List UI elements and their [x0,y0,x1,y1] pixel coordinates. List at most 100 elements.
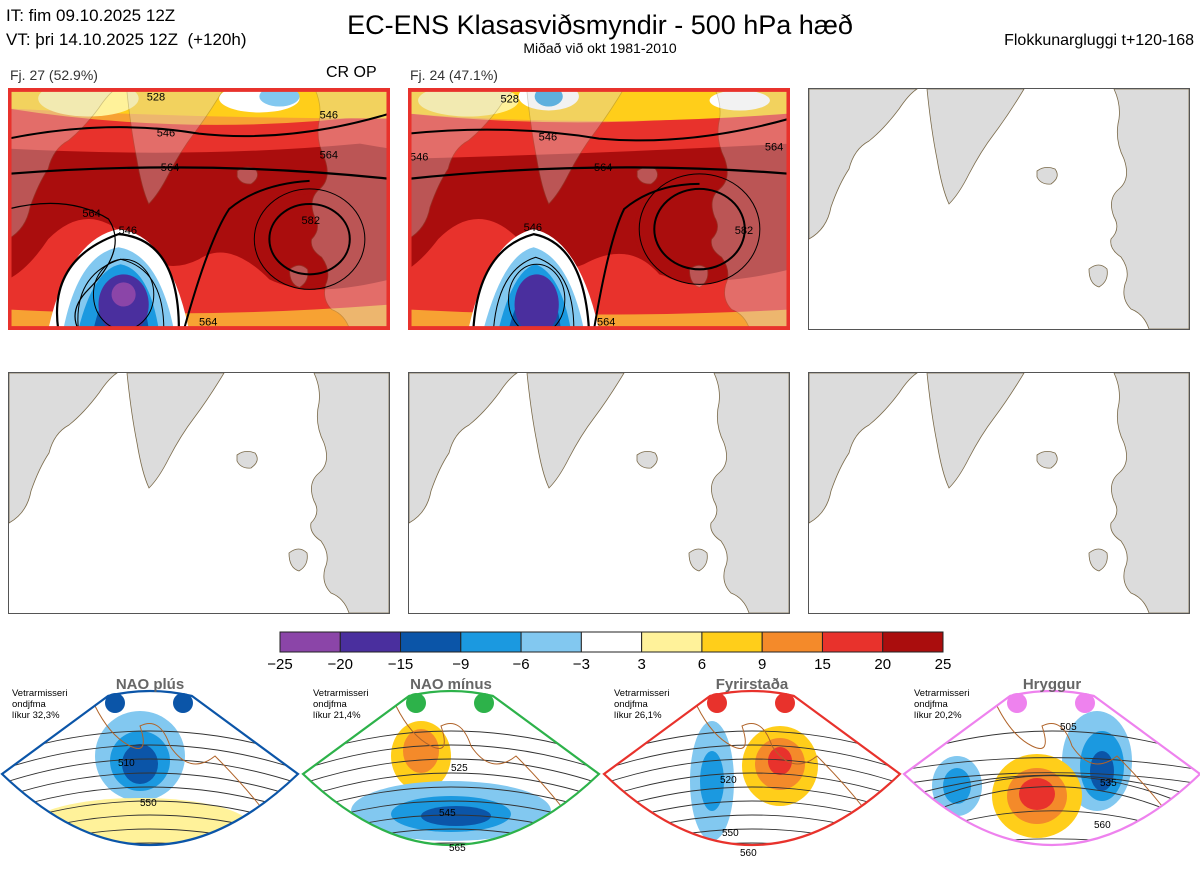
page-title: EC-ENS Klasasviðsmyndir - 500 hPa hæð [347,10,853,40]
colorbar-cell [821,631,884,653]
contour-label: 546 [157,128,175,140]
regime-description-line: Vetrarmisseri [614,688,670,699]
colorbar-cell [580,631,643,653]
contour-label: 564 [161,162,179,174]
regime-description: Vetrarmisseri ondjfma líkur 26,1% [614,688,694,721]
regime-description-line: ondjfma [914,699,948,710]
contour-label: 564 [82,208,100,220]
regime-description-line: ondjfma [313,699,347,710]
cluster-1-label: Fj. 27 (52.9%) [10,67,98,83]
colorbar-tick-label: 15 [814,656,831,673]
empty-panel-3 [808,88,1190,330]
regime-description-line: Vetrarmisseri [313,688,369,699]
contour-label: 546 [119,225,137,237]
regime-marker-dot [1007,693,1027,713]
contour-label: 582 [735,225,753,237]
regime-name: Hryggur [1022,676,1082,693]
regime-marker-dot [775,693,795,713]
regime-contour-label: 535 [1100,778,1117,789]
regime-marker-dot [707,693,727,713]
regime-contour-label: 565 [449,843,466,854]
clustering-window: Flokkunargluggi t+120-168 [1004,32,1194,49]
colorbar-tick-label: −3 [572,656,590,673]
colorbar-cell [460,631,522,653]
regime-name: NAO mínus [410,676,492,693]
contour-label: 546 [524,222,542,234]
cluster-2-label: Fj. 24 (47.1%) [410,67,498,83]
contour-label: 564 [594,162,612,174]
colorbar-tick-label: −20 [327,656,353,673]
colorbar-cell [882,631,944,653]
regime-map[interactable]: 510 550 [0,686,300,871]
init-time: IT: fim 09.10.2025 12Z [6,6,176,25]
cluster-2-map[interactable]: 528 546 546 564 564 546 582 564 [407,82,791,336]
colorbar-tick-label: −25 [267,656,293,673]
empty-panel-6 [808,372,1190,614]
regime-description-line: líkur 21,4% [313,710,361,721]
colorbar-tick-label: 6 [697,656,707,673]
regime-contour-label: 505 [1060,722,1077,733]
regime-contour-label: 550 [140,798,157,809]
regime-contour-label: 510 [118,758,135,769]
contour-label: 564 [765,142,783,154]
colorbar-cell [339,631,402,653]
regime-map[interactable]: 505 535 560 [902,686,1200,871]
regime-name: Fyrirstaða [715,676,789,693]
colorbar-tick-label: −15 [387,656,414,673]
regime-marker-dot [105,693,125,713]
contour-label: 546 [539,132,557,144]
colorbar-cell [701,631,763,653]
contour-label: 546 [410,152,428,164]
regime-description: Vetrarmisseri ondjfma líkur 21,4% [313,688,393,721]
regime-description-line: líkur 32,3% [12,710,60,721]
empty-panel-5 [408,372,790,614]
regime-description-line: ondjfma [614,699,648,710]
page-subtitle: Miðað við okt 1981-2010 [523,40,677,56]
colorbar-tick-label: −6 [512,656,530,673]
regime-contour-label: 550 [722,828,739,839]
cluster-1-tag: CR OP [326,64,377,81]
contour-label: 564 [320,150,338,162]
regime-description: Vetrarmisseri ondjfma líkur 32,3% [12,688,92,721]
regime-contour-label: 520 [720,775,737,786]
colorbar-cell [400,631,462,653]
regime-contour-label: 525 [451,763,468,774]
regime-contour-label: 560 [1094,820,1111,831]
valid-time: VT: þri 14.10.2025 12Z (+120h) [6,30,247,49]
regime-marker-dot [173,693,193,713]
regime-contour-label: 545 [439,808,456,819]
cluster-1-map[interactable]: 528 546 546 564 564 564 546 582 564 [7,80,391,335]
colorbar-tick-label: 9 [758,656,767,673]
regime-description-line: líkur 26,1% [614,710,662,721]
colorbar-cell [641,631,703,653]
regime-description-line: Vetrarmisseri [12,688,68,699]
colorbar-cell [279,631,341,653]
colorbar [279,631,944,653]
colorbar-tick-label: −9 [452,656,470,673]
regime-map[interactable]: 525 545 565 [301,686,601,871]
contour-label: 564 [597,317,615,329]
regime-description-line: líkur 20,2% [914,710,962,721]
regime-contour-label: 560 [740,848,757,859]
regime-description: Vetrarmisseri ondjfma líkur 20,2% [914,688,994,721]
regime-map[interactable]: 520 550 560 [602,686,902,871]
colorbar-tick-label: 25 [934,656,952,673]
regime-description-line: Vetrarmisseri [914,688,970,699]
regime-marker-dot [406,693,426,713]
cluster-2-field: 528 546 546 564 564 546 582 564 [407,82,791,336]
contour-label: 582 [302,215,320,227]
colorbar-tick-label: 20 [874,656,892,673]
regime-marker-dot [474,693,494,713]
contour-label: 528 [147,91,165,103]
colorbar-cell [520,631,582,653]
regime-marker-dot [1075,693,1095,713]
colorbar-cell [761,631,823,653]
colorbar-tick-label: 3 [637,656,646,673]
empty-panel-4 [8,372,390,614]
regime-name: NAO plús [115,676,185,693]
contour-label: 564 [199,317,217,329]
contour-label: 546 [320,110,338,122]
cluster-1-field: 528 546 546 564 564 564 546 582 564 [7,80,391,335]
regime-description-line: ondjfma [12,699,46,710]
contour-label: 528 [500,93,518,105]
